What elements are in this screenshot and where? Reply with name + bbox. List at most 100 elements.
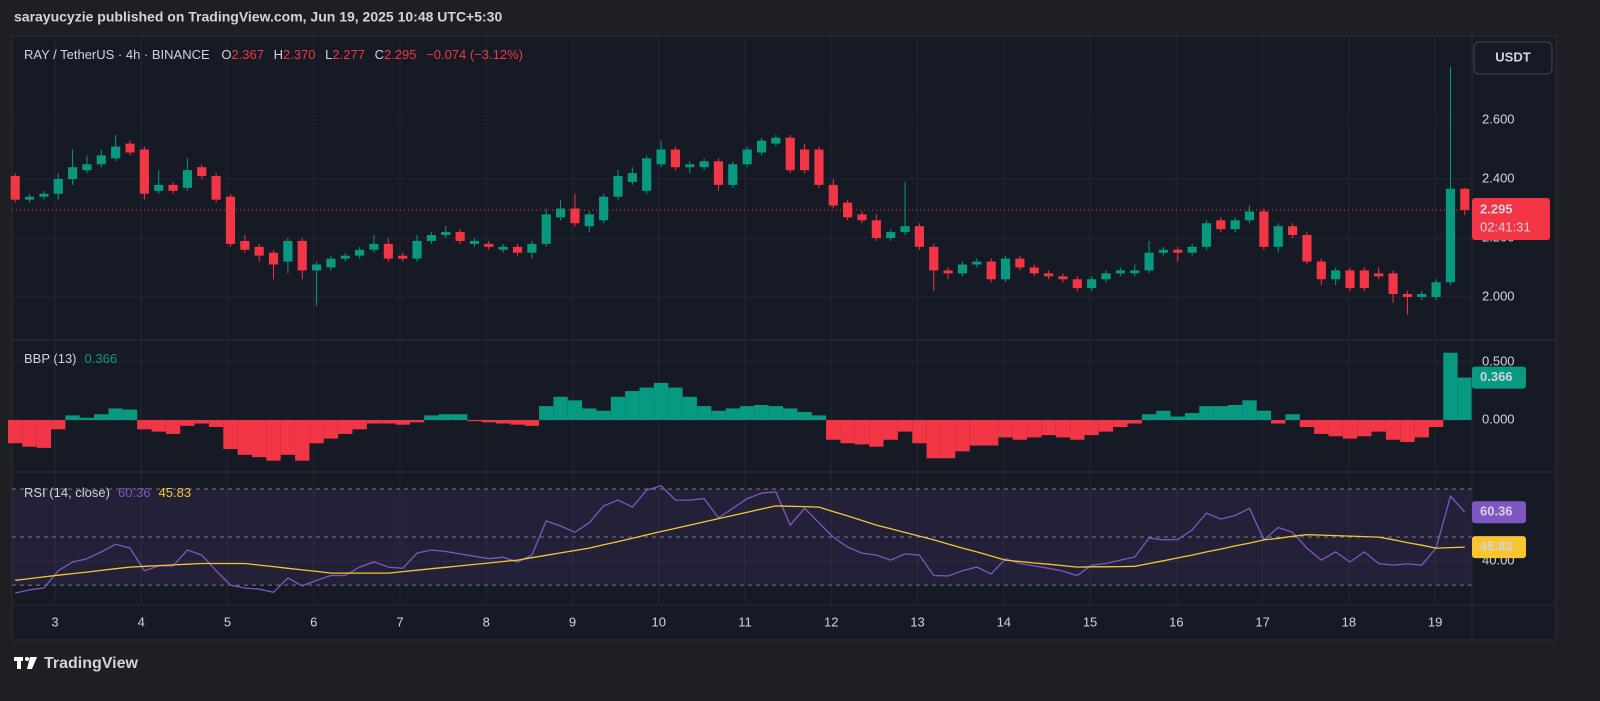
candle-body <box>570 208 580 224</box>
bar <box>266 420 281 461</box>
candle-body <box>498 246 508 250</box>
bar <box>1127 420 1142 424</box>
bar <box>309 420 324 444</box>
bar <box>840 420 855 444</box>
candle-body <box>125 143 135 153</box>
bar <box>653 382 669 421</box>
bar <box>969 420 984 446</box>
bar <box>1328 420 1343 437</box>
bar <box>65 415 80 421</box>
bar <box>1242 400 1257 421</box>
bar <box>567 400 583 421</box>
value-box-label: 0.366 <box>1480 369 1513 384</box>
candle-body <box>828 184 838 206</box>
candle-body <box>627 173 637 182</box>
grid <box>12 36 1472 605</box>
candle-body <box>886 232 896 238</box>
bar <box>352 420 367 430</box>
candle-body <box>1402 294 1413 297</box>
bar <box>137 420 152 430</box>
candle-body <box>154 184 164 191</box>
bar <box>1141 414 1157 421</box>
labels: 2.0002.2002.4002.6000.0000.50040.0034567… <box>51 111 1550 629</box>
candle-body <box>197 167 207 177</box>
bar <box>1371 420 1386 432</box>
symbol-legend: RAY / TetherUS · 4h · BINANCE O2.367 H2.… <box>24 47 523 62</box>
bar <box>1271 420 1286 424</box>
bar <box>1400 420 1415 443</box>
bar <box>596 410 611 421</box>
bar <box>811 415 827 421</box>
bar <box>768 406 784 421</box>
candle-body <box>728 164 738 185</box>
y-tick-label: 2.600 <box>1482 111 1515 126</box>
bbp-legend: BBP (13) 0.366 <box>24 351 117 366</box>
x-tick-label: 10 <box>652 614 666 629</box>
bar <box>366 420 382 424</box>
bar <box>22 420 37 447</box>
candle-body <box>1072 279 1082 289</box>
candle-body <box>139 149 149 194</box>
candle-body <box>96 155 106 165</box>
bar <box>409 420 425 423</box>
candle-body <box>986 261 996 280</box>
bar <box>1299 420 1315 427</box>
candle-body <box>398 255 408 259</box>
candle-body <box>843 202 853 218</box>
candle-body <box>426 235 437 241</box>
bar <box>1443 352 1458 421</box>
bar <box>1385 420 1401 440</box>
candle-body <box>670 149 681 168</box>
bar <box>797 411 812 421</box>
candle-body <box>957 264 968 274</box>
last-price: 2.295 <box>1480 201 1513 216</box>
bar <box>481 420 496 423</box>
candle-body <box>469 240 480 244</box>
y-tick-label: 0.500 <box>1482 353 1515 368</box>
bar <box>1184 413 1200 421</box>
bar <box>424 415 439 421</box>
candle-body <box>943 270 953 274</box>
candle-body <box>1201 223 1212 247</box>
bar <box>1285 414 1300 421</box>
candle-body <box>383 243 393 259</box>
candle-body <box>1015 258 1025 268</box>
bbp-title: BBP (13) <box>24 351 77 366</box>
bar <box>94 414 109 421</box>
candle-body <box>1388 273 1398 295</box>
candle-body <box>297 240 307 271</box>
bar <box>8 420 23 444</box>
bar <box>740 406 755 421</box>
candle-body <box>799 149 810 171</box>
bar <box>395 420 410 425</box>
candle-body <box>412 240 422 259</box>
candle-body <box>1331 270 1341 280</box>
currency[interactable]: USDT <box>1495 49 1530 64</box>
bar <box>510 420 525 425</box>
candle-body <box>326 258 336 268</box>
change: −0.074 (−3.12%) <box>426 47 523 62</box>
candle-body <box>972 261 982 265</box>
candle-body <box>1374 273 1384 277</box>
value-box-label: 45.83 <box>1480 539 1513 554</box>
candle-body <box>900 226 910 233</box>
bar <box>108 408 123 421</box>
candle-body <box>771 137 781 144</box>
candle-body <box>311 264 322 271</box>
candle-body <box>656 149 666 165</box>
x-tick-label: 13 <box>910 614 924 629</box>
currency-button[interactable] <box>1473 41 1553 75</box>
bar <box>668 387 683 421</box>
y-tick-label: 2.000 <box>1482 288 1515 303</box>
x-tick-label: 15 <box>1083 614 1097 629</box>
bar <box>438 414 453 421</box>
bar <box>897 420 913 432</box>
bar <box>165 420 181 434</box>
candle-body <box>584 214 594 227</box>
x-tick-label: 3 <box>51 614 58 629</box>
candle-body <box>1000 258 1011 280</box>
bar <box>1228 404 1243 421</box>
candle-body <box>541 214 551 244</box>
bar <box>725 408 740 421</box>
